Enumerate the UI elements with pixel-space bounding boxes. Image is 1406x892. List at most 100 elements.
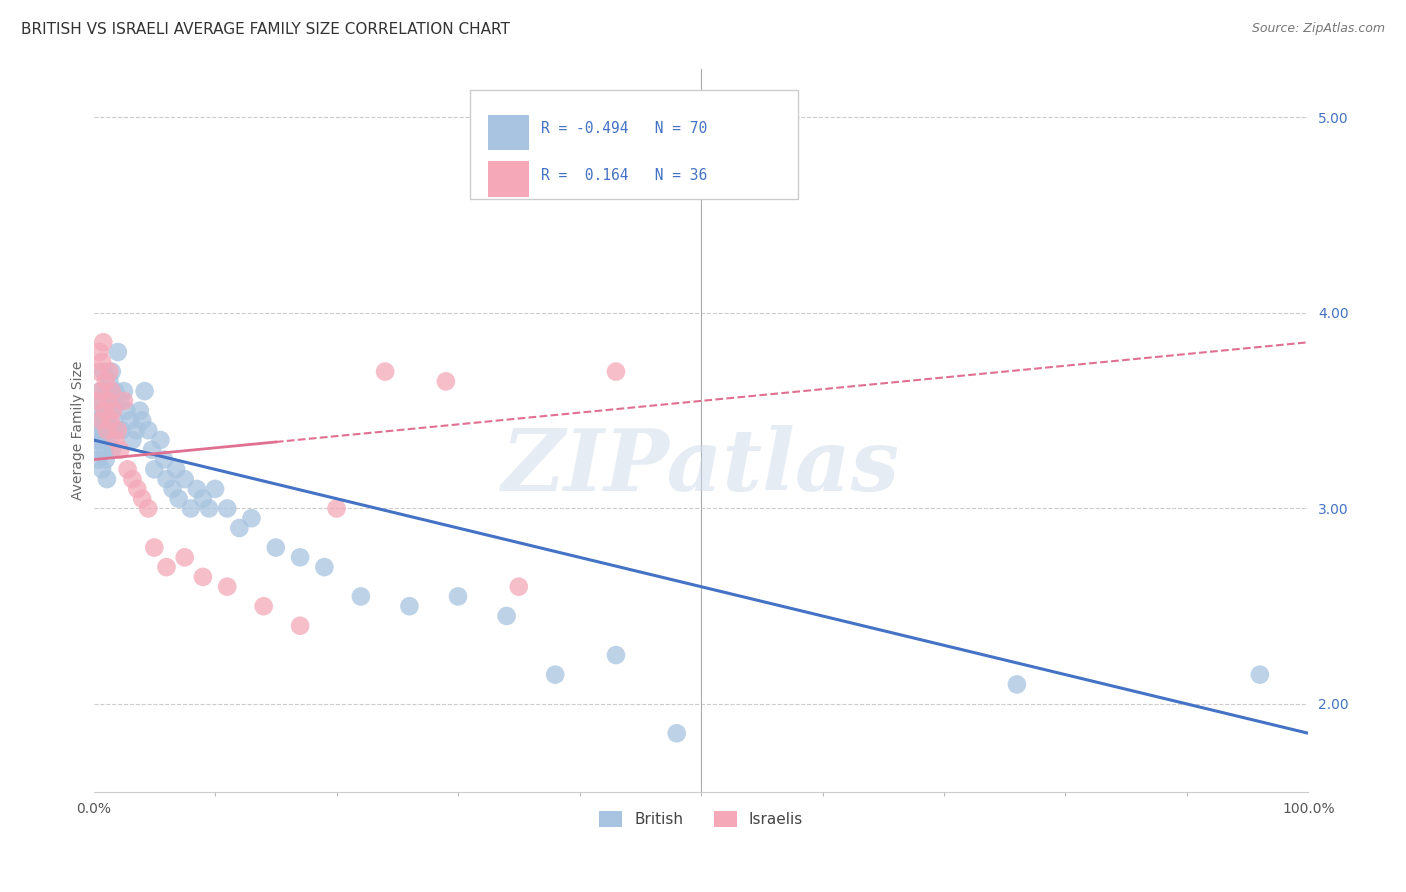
Point [191, 570, 214, 584]
Point [121, 433, 143, 447]
Point [91, 423, 114, 437]
Point [128, 403, 150, 417]
Point [94, 452, 117, 467]
Point [434, 375, 457, 389]
Point [101, 365, 124, 379]
Point [204, 482, 226, 496]
Point [605, 365, 627, 379]
Point [101, 393, 124, 408]
Legend: British, Israelis: British, Israelis [592, 804, 811, 835]
Point [98, 375, 121, 389]
Point [100, 413, 122, 427]
Point [127, 482, 149, 496]
Point [97, 393, 120, 408]
Point [103, 413, 125, 427]
Point [173, 550, 195, 565]
Point [93, 403, 115, 417]
Point [495, 609, 517, 624]
Point [93, 442, 115, 457]
Point [131, 413, 153, 427]
Point [91, 365, 114, 379]
Point [110, 393, 132, 408]
Point [90, 384, 112, 398]
Point [155, 472, 177, 486]
Point [87, 403, 110, 417]
Point [96, 472, 118, 486]
Y-axis label: Average Family Size: Average Family Size [72, 360, 86, 500]
Point [155, 560, 177, 574]
Point [107, 423, 129, 437]
Point [87, 365, 110, 379]
Point [131, 491, 153, 506]
Point [217, 580, 239, 594]
Text: ZIPatlas: ZIPatlas [502, 425, 900, 508]
Text: R = -0.494   N = 70: R = -0.494 N = 70 [541, 121, 707, 136]
Point [115, 403, 138, 417]
Text: BRITISH VS ISRAELI AVERAGE FAMILY SIZE CORRELATION CHART: BRITISH VS ISRAELI AVERAGE FAMILY SIZE C… [21, 22, 510, 37]
Point [90, 384, 112, 398]
Point [125, 423, 148, 437]
Point [1249, 667, 1271, 681]
Point [325, 501, 347, 516]
Point [314, 560, 336, 574]
Point [228, 521, 250, 535]
Point [153, 452, 176, 467]
Point [136, 423, 159, 437]
Point [94, 375, 117, 389]
Point [90, 413, 112, 427]
Point [118, 413, 141, 427]
Point [91, 393, 114, 408]
Point [398, 599, 420, 614]
Point [217, 501, 239, 516]
Point [101, 403, 124, 417]
Point [240, 511, 263, 525]
Point [117, 462, 139, 476]
Point [104, 384, 127, 398]
Point [84, 433, 107, 447]
Point [165, 462, 187, 476]
Point [162, 482, 184, 496]
Point [191, 491, 214, 506]
Point [374, 365, 396, 379]
Point [93, 403, 115, 417]
Point [110, 423, 132, 437]
Point [605, 648, 627, 662]
Point [96, 413, 118, 427]
Point [665, 726, 688, 740]
Bar [488, 161, 529, 196]
Point [90, 433, 112, 447]
Point [91, 462, 114, 476]
Point [107, 345, 129, 359]
Point [134, 384, 156, 398]
Point [141, 442, 163, 457]
Point [94, 384, 117, 398]
Point [288, 550, 311, 565]
Point [121, 472, 143, 486]
Point [288, 619, 311, 633]
Point [97, 393, 120, 408]
Point [98, 365, 121, 379]
Point [89, 442, 111, 457]
Point [104, 433, 127, 447]
Point [89, 413, 111, 427]
Point [105, 423, 128, 437]
Point [96, 423, 118, 437]
Point [253, 599, 276, 614]
Point [136, 501, 159, 516]
Point [110, 442, 132, 457]
Point [544, 667, 567, 681]
Point [1005, 677, 1028, 691]
Point [112, 393, 135, 408]
Text: Source: ZipAtlas.com: Source: ZipAtlas.com [1251, 22, 1385, 36]
Point [508, 580, 530, 594]
Text: R =  0.164   N = 36: R = 0.164 N = 36 [541, 168, 707, 183]
Point [87, 452, 110, 467]
Point [101, 384, 124, 398]
Point [264, 541, 287, 555]
Point [112, 384, 135, 398]
Point [198, 501, 221, 516]
Polygon shape [470, 90, 799, 199]
Point [149, 433, 172, 447]
Point [143, 541, 166, 555]
Point [97, 433, 120, 447]
